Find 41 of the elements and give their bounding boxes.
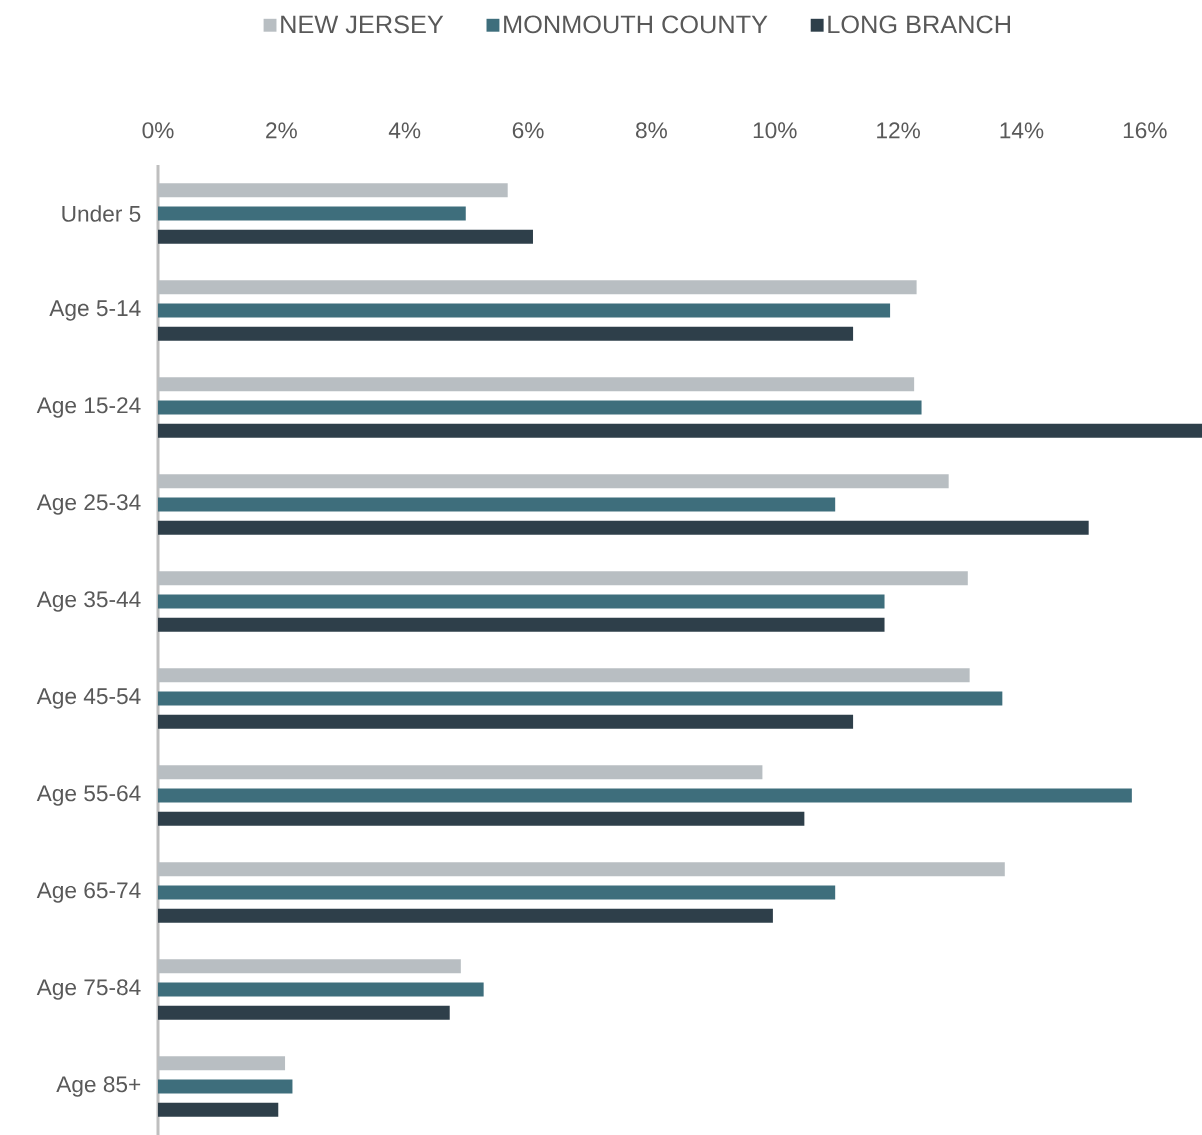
bar: [158, 982, 484, 997]
legend-label: NEW JERSEY: [281, 15, 444, 34]
x-tick-label: 16%: [1123, 122, 1167, 139]
y-tick-label: Age 65-74: [36, 882, 141, 903]
y-tick-label: Age 15-24: [36, 397, 141, 418]
bar: [158, 497, 836, 512]
x-tick-label: 12%: [877, 122, 920, 139]
bar: [158, 400, 922, 415]
y-tick-label: Age 25-34: [36, 494, 141, 515]
bar: [158, 326, 854, 341]
y-tick-label: Age 55-64: [36, 785, 141, 806]
bar: [158, 691, 1003, 706]
bar: [158, 811, 805, 826]
x-tick-label: 4%: [388, 122, 421, 139]
y-tick-label: Age 85+: [56, 1076, 141, 1097]
y-tick-label: Age 5-14: [49, 300, 141, 321]
bar: [158, 206, 466, 221]
legend-label: MONMOUTH COUNTY: [504, 15, 768, 34]
bar: [158, 908, 773, 923]
legend-label: LONG BRANCH: [828, 15, 1010, 34]
y-tick-label: Age 45-54: [36, 688, 141, 709]
bar: [158, 303, 891, 318]
bar: [158, 1079, 293, 1094]
y-tick-label: Age 75-84: [36, 979, 141, 1000]
x-tick-label: 0%: [142, 122, 174, 139]
x-tick-label: 10%: [753, 122, 797, 139]
y-tick-label: Under 5: [62, 205, 141, 222]
bar: [158, 788, 1132, 803]
bar: [158, 885, 836, 900]
x-tick-label: 2%: [266, 122, 297, 139]
bar: [158, 1005, 450, 1020]
x-tick-label: 8%: [636, 122, 667, 139]
y-tick-label: Age 35-44: [36, 591, 141, 612]
bar: [158, 594, 885, 609]
bar: [158, 520, 1089, 535]
bar: [158, 229, 533, 244]
bar: [158, 1102, 279, 1117]
bar: [158, 617, 885, 632]
bar: [158, 714, 854, 729]
x-tick-label: 14%: [1000, 122, 1044, 139]
x-tick-label: 6%: [512, 122, 544, 139]
